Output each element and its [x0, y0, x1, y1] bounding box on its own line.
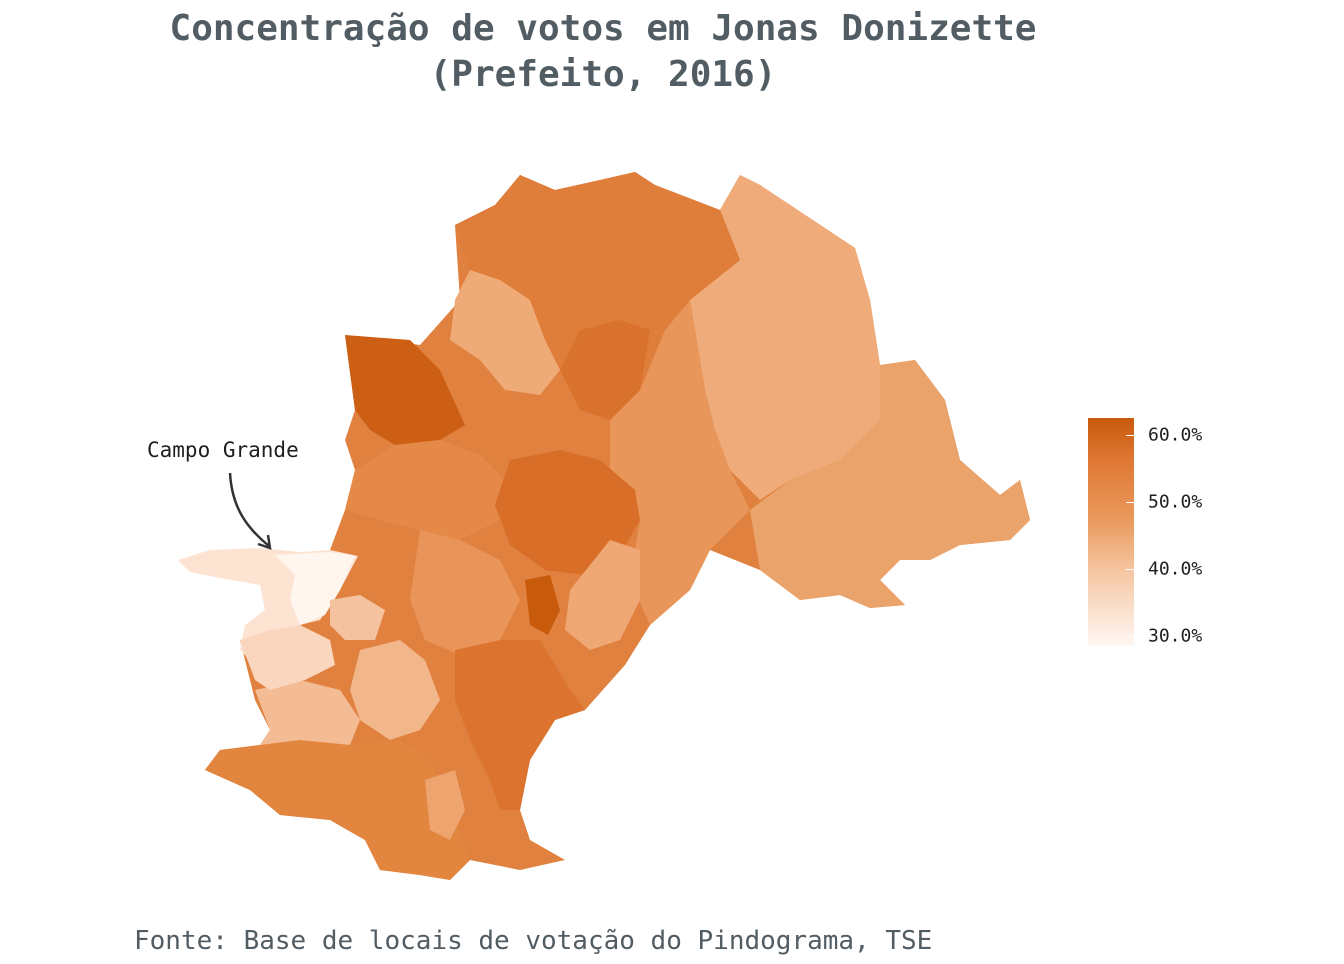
legend-tick [1126, 568, 1134, 570]
map-region-northwest-dark [345, 335, 465, 445]
legend-label: 60.0% [1148, 424, 1203, 446]
legend-tick [1126, 501, 1134, 503]
map-region-north-light [450, 270, 560, 395]
map-region-east-center-light [565, 540, 640, 650]
map-region-west-band [330, 595, 385, 640]
map-region-west-center [345, 440, 510, 540]
map-region-center-east [610, 300, 750, 625]
map-region-north [455, 172, 740, 420]
chart-title-line-1: Concentração de votos em Jonas Donizette [169, 8, 1037, 49]
map-region-east [750, 360, 1030, 608]
map-region-west-mid [350, 640, 440, 740]
map-region-campo-grande-south [240, 625, 335, 690]
map-annotation: Campo Grande [147, 438, 299, 462]
color-legend: 60.0% 50.0% 40.0% 30.0% [1088, 418, 1228, 648]
map-region-north-strip [560, 320, 650, 420]
map-region-center-mixed [410, 530, 520, 655]
map-annotation-label: Campo Grande [147, 438, 299, 462]
map-region-center-dark [495, 450, 640, 575]
map-region-center-east-dark [525, 575, 560, 635]
legend-tick [1126, 434, 1134, 436]
source-caption: Fonte: Base de locais de votação do Pind… [134, 926, 933, 956]
chart-title: Concentração de votos em Jonas Donizette… [0, 6, 1206, 98]
map-region-campo-grande-core [275, 552, 355, 625]
legend-tick [1126, 635, 1134, 637]
annotation-arrow-icon [228, 472, 272, 550]
legend-label: 40.0% [1148, 558, 1203, 580]
map-region-southwest [205, 740, 470, 880]
map-region-northeast [690, 175, 880, 500]
chart-title-line-2: (Prefeito, 2016) [429, 54, 777, 95]
map-region-southwest-light [425, 770, 465, 840]
legend-label: 50.0% [1148, 491, 1203, 513]
map-region-south [455, 640, 585, 810]
legend-label: 30.0% [1148, 625, 1203, 647]
map-region-west-transition [255, 680, 360, 745]
legend-color-bar [1088, 418, 1134, 646]
